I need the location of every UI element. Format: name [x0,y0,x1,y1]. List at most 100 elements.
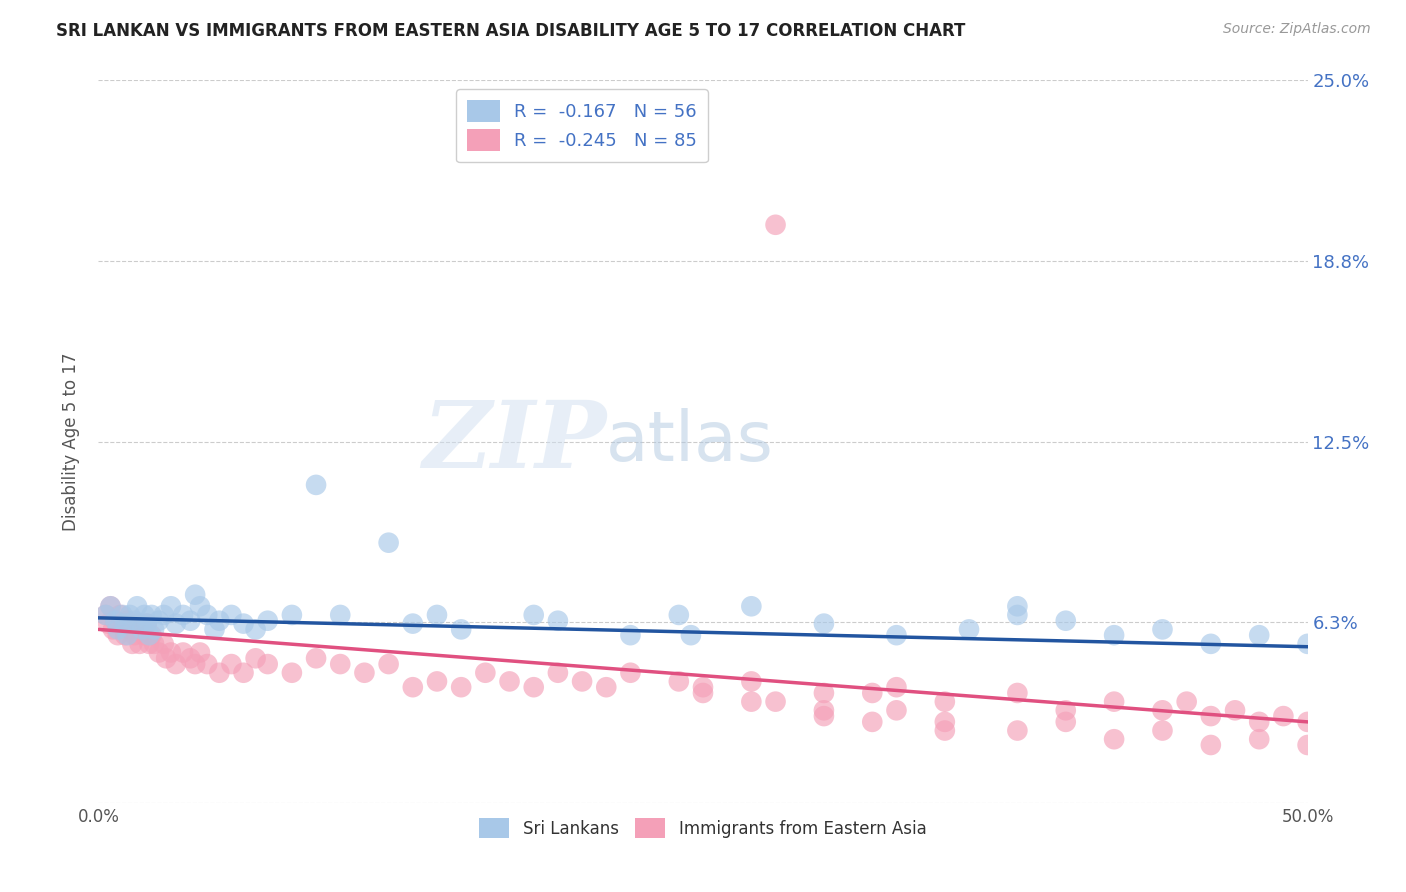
Point [1102,628,1125,642]
Point [679,628,702,642]
Point [188,599,211,614]
Point [100,599,122,614]
Point [152,607,174,622]
Point [934,714,956,729]
Point [1102,732,1125,747]
Point [860,686,883,700]
Point [111,616,134,631]
Point [160,646,183,660]
Text: Source: ZipAtlas.com: Source: ZipAtlas.com [1223,22,1371,37]
Point [523,680,546,694]
Point [1175,695,1198,709]
Text: ZIP: ZIP [422,397,606,486]
Text: SRI LANKAN VS IMMIGRANTS FROM EASTERN ASIA DISABILITY AGE 5 TO 17 CORRELATION CH: SRI LANKAN VS IMMIGRANTS FROM EASTERN AS… [56,22,966,40]
Point [1296,637,1319,651]
Point [160,599,183,614]
Point [740,599,762,614]
Point [1249,628,1271,642]
Point [152,637,174,651]
Point [765,218,787,232]
Point [127,616,149,631]
Point [195,657,218,671]
Point [813,616,835,631]
Point [1272,709,1295,723]
Point [668,674,690,689]
Point [1152,723,1174,738]
Point [188,646,211,660]
Point [740,695,762,709]
Point [148,646,170,660]
Point [619,628,641,642]
Point [426,607,449,622]
Y-axis label: Disability Age 5 to 17: Disability Age 5 to 17 [62,352,80,531]
Point [232,616,254,631]
Point [498,674,520,689]
Point [281,607,304,622]
Point [114,628,136,642]
Point [141,607,163,622]
Point [184,588,207,602]
Point [94,607,117,622]
Point [1054,703,1077,717]
Point [1007,599,1029,614]
Point [886,628,908,642]
Point [101,623,124,637]
Point [1199,637,1222,651]
Point [184,657,207,671]
Point [172,607,194,622]
Point [204,623,226,637]
Point [402,616,425,631]
Point [1102,695,1125,709]
Point [813,686,835,700]
Point [128,616,150,631]
Point [329,607,352,622]
Point [208,665,231,680]
Point [305,478,328,492]
Point [165,616,187,631]
Point [595,680,617,694]
Point [934,723,956,738]
Point [143,623,166,637]
Point [155,651,177,665]
Point [1199,709,1222,723]
Point [135,616,157,631]
Point [740,674,762,689]
Point [813,709,835,723]
Point [1296,714,1319,729]
Point [165,657,187,671]
Point [245,623,267,637]
Point [426,674,449,689]
Point [668,607,690,622]
Point [765,695,787,709]
Point [377,657,399,671]
Point [256,614,278,628]
Point [179,651,201,665]
Point [1249,714,1271,729]
Point [107,623,129,637]
Point [114,616,136,631]
Point [1199,738,1222,752]
Point [124,628,146,642]
Point [1007,723,1029,738]
Point [813,703,835,717]
Point [118,623,141,637]
Point [305,651,328,665]
Point [195,607,218,622]
Point [377,535,399,549]
Point [957,623,980,637]
Point [1054,614,1077,628]
Point [134,607,156,622]
Point [104,614,127,628]
Point [108,607,131,622]
Point [131,623,153,637]
Point [402,680,425,694]
Point [1054,714,1077,729]
Point [128,637,150,651]
Point [221,657,243,671]
Point [127,599,149,614]
Text: atlas: atlas [606,408,775,475]
Point [143,637,166,651]
Point [97,616,120,631]
Point [474,665,496,680]
Point [107,628,129,642]
